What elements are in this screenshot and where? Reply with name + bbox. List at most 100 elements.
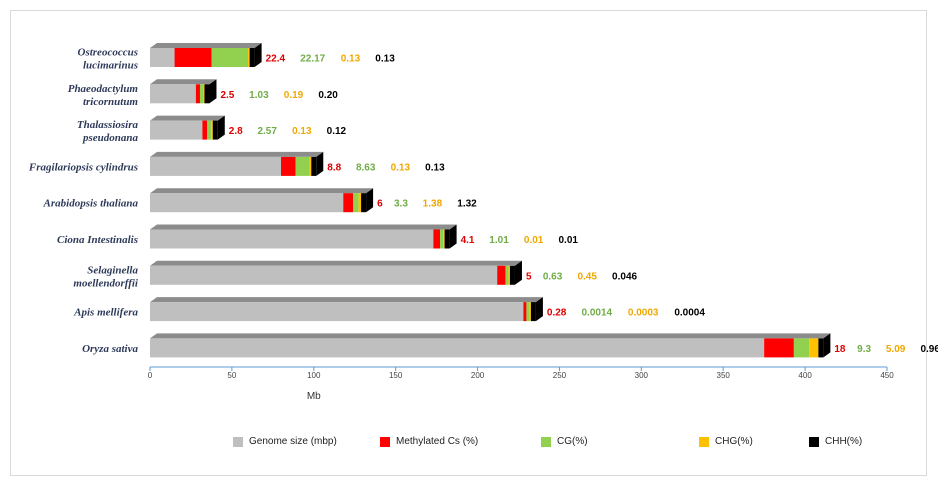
legend-label: CHG(%) <box>715 436 753 447</box>
data-label: 0.63 <box>543 271 563 282</box>
bar-cg <box>505 265 509 285</box>
legend: Genome size (mbp) Methylated Cs (%) CG(%) C… <box>0 436 938 452</box>
data-label: 3.3 <box>394 199 408 210</box>
bar-genome-size <box>150 265 498 285</box>
bar-top-face <box>150 79 217 85</box>
data-label: 0.45 <box>577 271 597 282</box>
data-label: 8.63 <box>356 162 376 173</box>
bar-chg <box>443 229 445 249</box>
bar-chg <box>309 156 312 176</box>
bar-top-face <box>150 224 457 230</box>
legend-label: Methylated Cs (%) <box>396 436 479 447</box>
x-axis-title: Mb <box>307 391 321 402</box>
bar-end-cap <box>535 297 543 322</box>
species-label: Phaeodactylum tricornutum <box>68 83 139 108</box>
data-label: 5 <box>526 271 532 282</box>
data-label: 6 <box>377 199 383 210</box>
legend-swatch <box>380 436 390 447</box>
data-label: 0.01 <box>559 235 579 246</box>
x-tick-label: 250 <box>553 371 567 380</box>
bar-chh <box>530 302 536 322</box>
legend-swatch <box>809 436 819 447</box>
legend-item: CHG(%) <box>699 436 753 447</box>
bar-top-face <box>150 333 831 339</box>
data-label: 1.03 <box>249 90 269 101</box>
data-label: 0.0004 <box>674 308 705 319</box>
bar-methylated-cs <box>433 229 441 249</box>
legend-swatch <box>233 436 243 447</box>
bar-top-face <box>150 43 262 48</box>
bar-chg <box>508 265 510 285</box>
species-label: Arabidopsis thaliana <box>43 198 139 210</box>
legend-swatch <box>699 436 709 447</box>
species-label: Apis mellifera <box>73 307 138 319</box>
bar-methylated-cs <box>764 338 794 358</box>
legend-label: CHH(%) <box>825 436 863 447</box>
bar-chg <box>248 48 250 67</box>
bar-chh <box>204 84 210 104</box>
bar-end-cap <box>449 224 457 249</box>
data-label: 0.20 <box>318 90 338 101</box>
bar-end-cap <box>316 151 324 176</box>
data-label: 0.046 <box>612 271 637 282</box>
bar-end-cap <box>514 260 522 285</box>
data-label: 1.01 <box>489 235 509 246</box>
x-tick-label: 350 <box>717 371 731 380</box>
species-label: Ciona Intestinalis <box>57 234 138 246</box>
bar-genome-size <box>150 229 434 249</box>
x-tick-label: 150 <box>389 371 403 380</box>
bar-methylated-cs <box>523 302 527 322</box>
bar-top-face <box>150 188 374 194</box>
bar-end-cap <box>217 115 225 140</box>
bar-cg <box>353 193 359 213</box>
bar-chh <box>361 193 367 213</box>
species-label: Ostreococcus lucimarinus <box>78 47 139 72</box>
data-label: 2.8 <box>229 126 243 137</box>
data-label: 22.17 <box>300 54 325 65</box>
legend-item: Methylated Cs (%) <box>380 436 478 447</box>
data-label: 5.09 <box>886 344 906 355</box>
data-label: 2.5 <box>220 90 234 101</box>
bar-methylated-cs <box>202 120 208 140</box>
bar-genome-size <box>150 120 203 140</box>
data-label: 4.1 <box>461 235 475 246</box>
bar-genome-size <box>150 302 524 322</box>
x-tick-label: 300 <box>635 371 649 380</box>
x-tick-label: 100 <box>307 371 321 380</box>
data-label: 0.0014 <box>582 308 613 319</box>
bar-methylated-cs <box>281 156 296 176</box>
bar-cg <box>199 84 203 104</box>
bar-end-cap <box>823 333 831 358</box>
bar-methylated-cs <box>343 193 354 213</box>
data-label: 0.19 <box>284 90 304 101</box>
data-label: 1.38 <box>423 199 443 210</box>
bar-chh <box>212 120 218 140</box>
chart-svg: 0 50 100 150 200 250 300 350 400 450 Mb Ostreococcu… <box>28 43 938 402</box>
bar-chh <box>509 265 515 285</box>
x-tick-label: 400 <box>798 371 812 380</box>
bar-chg <box>211 120 213 140</box>
bar-cg <box>440 229 444 249</box>
bar-chh <box>818 338 824 358</box>
species-label: Oryza sativa <box>82 343 138 355</box>
data-label: 0.01 <box>524 235 544 246</box>
bar-cg <box>207 120 212 140</box>
bar-cg <box>211 48 249 67</box>
bar-chh <box>311 156 317 176</box>
bar-top-face <box>150 115 225 121</box>
bar-genome-size <box>150 48 175 67</box>
bar-genome-size <box>150 156 282 176</box>
data-label: 0.13 <box>375 54 395 65</box>
bar-chg <box>529 302 531 322</box>
data-label: 9.3 <box>857 344 871 355</box>
species-label: Selaginella moellendorffii <box>73 264 139 289</box>
bar-methylated-cs <box>195 84 200 104</box>
bar-top-face <box>150 297 543 303</box>
bar-cg <box>526 302 530 322</box>
x-tick-label: 0 <box>148 371 153 380</box>
bar-genome-size <box>150 193 344 213</box>
legend-item: CG(%) <box>541 436 588 447</box>
legend-label: CG(%) <box>557 436 588 447</box>
legend-swatch <box>541 436 551 447</box>
data-label: 2.57 <box>257 126 277 137</box>
